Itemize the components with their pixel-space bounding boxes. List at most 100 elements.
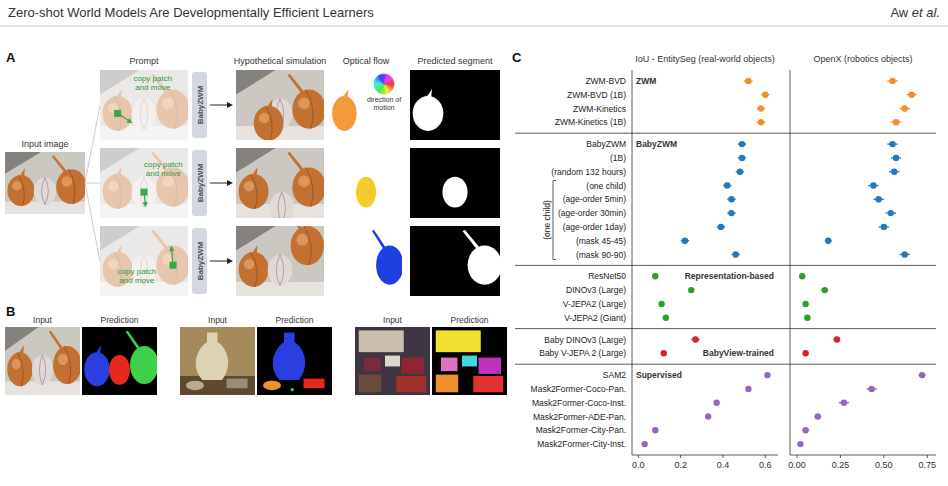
category-label: Mask2Former-City-Pan.	[536, 425, 626, 435]
category-label: ZWM-BVD (1B)	[567, 90, 626, 100]
category-label: (age-order 5min)	[563, 194, 626, 204]
object-body	[130, 346, 157, 384]
group-label: BabyView-trained	[703, 348, 774, 358]
dot	[758, 119, 764, 125]
model-name: BabyZWM	[196, 163, 205, 202]
dot	[663, 315, 669, 321]
group-separator	[515, 328, 936, 329]
object-onion	[413, 89, 444, 131]
object	[227, 379, 248, 389]
category-label: ZWM-Kinetics	[573, 104, 626, 114]
x-tick-label: 0.6	[759, 460, 772, 470]
dot	[762, 92, 768, 98]
dot	[688, 287, 694, 293]
photo-shadow	[236, 226, 276, 251]
dot	[758, 105, 764, 111]
dot	[641, 441, 647, 447]
model-arrow	[210, 105, 228, 106]
x-tick	[722, 455, 723, 458]
x-tick-label: 0.25	[832, 460, 850, 470]
dot	[902, 105, 908, 111]
object-body	[291, 226, 324, 265]
category-label: Baby V-JEPA 2 (Large)	[539, 348, 626, 358]
object-onion2	[52, 155, 85, 204]
object-body	[109, 355, 130, 385]
garlic-lines	[42, 177, 49, 204]
category-label: (random 132 hours)	[551, 167, 626, 177]
category-label: ZWM-BVD	[585, 76, 626, 86]
model-box	[192, 150, 207, 216]
photo-shadow	[5, 327, 39, 351]
dot	[881, 224, 887, 230]
object-onion2	[287, 152, 324, 207]
group-separator	[515, 133, 936, 134]
category-label: Mask2Former-Coco-Pan.	[531, 384, 626, 394]
prediction-image	[82, 327, 157, 395]
dot	[889, 78, 895, 84]
plot-left-edge	[790, 70, 791, 455]
x-axis-line	[790, 455, 936, 456]
connector	[85, 105, 100, 183]
flow-image	[330, 70, 402, 140]
dot	[745, 386, 751, 392]
onion-stalk	[52, 155, 68, 172]
input-label: Input image	[21, 139, 68, 149]
object-body	[268, 255, 293, 286]
patch	[141, 189, 148, 196]
dot	[802, 427, 808, 433]
category-label: Mask2Former-City-Inst.	[537, 439, 626, 449]
object-garlic	[442, 177, 467, 208]
dot	[889, 141, 895, 147]
object-garlic	[268, 255, 293, 286]
category-label: (1B)	[610, 153, 626, 163]
dot	[888, 210, 894, 216]
prompt-text: copy patchand move	[133, 74, 172, 92]
prompt-line: and move	[119, 276, 155, 285]
segment	[436, 330, 481, 352]
photo-shadow	[5, 152, 41, 174]
flow-key-line: motion	[373, 104, 394, 111]
x-tick	[927, 455, 928, 458]
photo	[180, 327, 255, 395]
group-label: BabyZWM	[636, 139, 677, 149]
garlic-lines	[276, 255, 283, 286]
onion-stalk	[462, 230, 480, 250]
object-body	[34, 177, 56, 204]
object-garlic	[356, 177, 376, 208]
dot	[658, 301, 664, 307]
x-tick-label: 0.50	[875, 460, 893, 470]
object-onion	[239, 167, 269, 209]
dot	[868, 386, 874, 392]
move-arrowhead	[127, 118, 133, 123]
dot	[919, 372, 925, 378]
dot	[804, 315, 810, 321]
photo-background	[236, 226, 324, 296]
prompt-line: copy patch	[144, 160, 183, 169]
model-box	[192, 72, 207, 138]
segment	[263, 381, 281, 391]
flow-key: direction ofmotion	[367, 96, 401, 111]
dot	[724, 182, 730, 188]
segment-image	[410, 148, 500, 218]
onion-lines	[64, 346, 70, 384]
flow-background	[330, 70, 402, 140]
prompt-line: and move	[135, 83, 171, 92]
dot	[834, 336, 840, 342]
onion-lines	[266, 106, 273, 140]
onion-lines	[304, 226, 311, 265]
prompt-line: and move	[146, 169, 182, 178]
dot	[737, 169, 743, 175]
photo	[236, 226, 324, 296]
segment	[291, 388, 294, 391]
dot	[902, 251, 908, 257]
photo-background	[100, 70, 188, 140]
model-arrowhead	[227, 258, 233, 264]
dot	[713, 400, 719, 406]
model-arrowhead	[227, 180, 233, 186]
dot	[739, 155, 745, 161]
color-wheel-wedge	[374, 84, 384, 89]
dot	[692, 336, 698, 342]
group-label: Supervised	[636, 370, 682, 380]
prediction-image	[257, 327, 332, 395]
dot	[802, 350, 808, 356]
